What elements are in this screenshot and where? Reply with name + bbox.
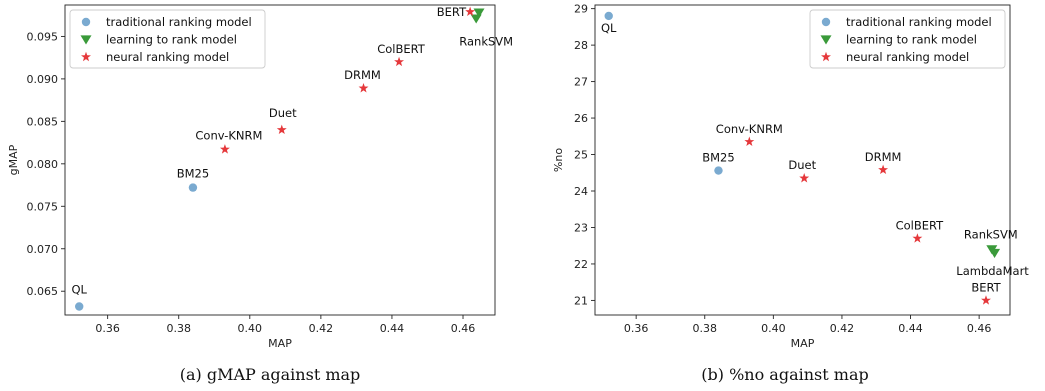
x-tick-label: 0.42 bbox=[830, 322, 855, 335]
point-label: RankSVM bbox=[459, 35, 513, 49]
x-tick-label: 0.36 bbox=[624, 322, 649, 335]
y-tick-label: 24 bbox=[574, 185, 588, 198]
point-label: BM25 bbox=[702, 151, 734, 165]
data-point-drmm bbox=[878, 164, 889, 175]
legend-entry: neural ranking model bbox=[846, 50, 969, 64]
legend: traditional ranking model learning to ran… bbox=[69, 9, 266, 69]
legend-marker bbox=[820, 35, 832, 45]
legend-entry: neural ranking model bbox=[106, 50, 229, 64]
point-label: LambdaMart bbox=[956, 264, 1029, 278]
point-label: DRMM bbox=[865, 150, 902, 164]
data-point-bm25 bbox=[188, 183, 198, 192]
y-tick-label: 0.085 bbox=[27, 115, 59, 128]
point-label: QL bbox=[71, 283, 87, 297]
y-tick-label: 0.070 bbox=[27, 243, 59, 256]
legend-entry: learning to rank model bbox=[106, 33, 237, 47]
y-tick-label: 29 bbox=[574, 3, 588, 16]
data-point-ranksvm bbox=[470, 14, 482, 24]
legend-marker bbox=[81, 17, 91, 27]
y-tick-label: 0.075 bbox=[27, 200, 59, 213]
point-label: RankSVM bbox=[964, 227, 1018, 241]
data-point-ql bbox=[604, 11, 613, 21]
data-point-bert bbox=[981, 295, 991, 305]
point-label: ColBERT bbox=[896, 218, 945, 232]
chart-panel-0: 0.36 0.38 0.40 0.42 0.44 0.46 0.065 0.070 0.075 0… bbox=[7, 0, 517, 384]
figure-caption: (a) gMAP against map bbox=[180, 365, 361, 384]
point-label: LambdaMart bbox=[444, 0, 517, 3]
data-point-colbert bbox=[912, 233, 923, 243]
x-axis-label: MAP bbox=[268, 337, 292, 350]
data-point-conv-knrm bbox=[219, 144, 230, 154]
y-tick-label: 21 bbox=[574, 294, 588, 307]
y-tick-label: 28 bbox=[574, 39, 588, 52]
legend-entry: learning to rank model bbox=[846, 33, 977, 47]
x-tick-label: 0.46 bbox=[967, 322, 992, 335]
x-tick-label: 0.36 bbox=[95, 322, 120, 335]
data-point-lambdamart bbox=[989, 248, 1001, 258]
legend-box bbox=[809, 9, 1006, 69]
point-label: Duet bbox=[788, 158, 816, 172]
plot-frame bbox=[64, 4, 496, 316]
data-point-bm25 bbox=[714, 166, 723, 175]
x-tick-label: 0.46 bbox=[451, 322, 476, 335]
x-tick-label: 0.42 bbox=[309, 322, 334, 335]
y-tick-label: 0.065 bbox=[27, 285, 59, 298]
point-label: BM25 bbox=[177, 167, 209, 181]
point-label: Conv-KNRM bbox=[195, 128, 262, 142]
x-tick-label: 0.38 bbox=[693, 322, 718, 335]
y-tick-label: 0.080 bbox=[27, 158, 59, 171]
point-label: Duet bbox=[269, 106, 297, 120]
y-tick-label: 26 bbox=[574, 112, 588, 125]
chart-panel-1: 0.36 0.38 0.40 0.42 0.44 0.46 21 22 23 24 25 26 27 28… bbox=[552, 3, 1029, 384]
data-point-drmm bbox=[358, 83, 369, 93]
y-axis-label: %no bbox=[552, 148, 565, 172]
y-tick-label: 0.090 bbox=[27, 73, 59, 86]
x-tick-label: 0.44 bbox=[898, 322, 923, 335]
data-point-ql bbox=[75, 302, 84, 311]
point-label: BERT bbox=[437, 5, 467, 19]
data-point-lambdamart bbox=[473, 8, 485, 18]
legend-marker bbox=[81, 51, 91, 62]
x-tick-label: 0.40 bbox=[761, 322, 786, 335]
legend: traditional ranking model learning to ran… bbox=[809, 9, 1006, 69]
point-label: Conv-KNRM bbox=[716, 122, 783, 136]
x-axis-label: MAP bbox=[791, 337, 815, 350]
point-label: ColBERT bbox=[377, 42, 426, 56]
y-axis-label: gMAP bbox=[7, 144, 20, 175]
legend-marker bbox=[821, 51, 831, 62]
data-point-duet bbox=[276, 124, 287, 135]
y-tick-label: 25 bbox=[574, 149, 588, 162]
legend-marker bbox=[821, 17, 831, 27]
y-tick-label: 23 bbox=[574, 221, 588, 234]
data-point-bert bbox=[465, 6, 476, 16]
point-label: QL bbox=[601, 21, 617, 35]
legend-marker bbox=[80, 35, 92, 45]
x-tick-label: 0.40 bbox=[238, 322, 263, 335]
y-tick-label: 0.095 bbox=[27, 30, 59, 43]
figure-caption: (b) %no against map bbox=[701, 365, 868, 384]
y-tick-label: 27 bbox=[574, 76, 588, 89]
plot-frame bbox=[594, 4, 1011, 316]
y-tick-label: 22 bbox=[574, 258, 588, 271]
x-tick-label: 0.38 bbox=[166, 322, 191, 335]
data-point-duet bbox=[799, 173, 810, 183]
x-tick-label: 0.44 bbox=[380, 322, 405, 335]
point-label: DRMM bbox=[344, 68, 381, 82]
legend-box bbox=[69, 9, 266, 69]
point-label: BERT bbox=[971, 280, 1001, 294]
legend-entry: traditional ranking model bbox=[106, 15, 252, 29]
legend-entry: traditional ranking model bbox=[846, 15, 992, 29]
data-point-conv-knrm bbox=[744, 136, 755, 146]
data-point-colbert bbox=[394, 56, 404, 67]
